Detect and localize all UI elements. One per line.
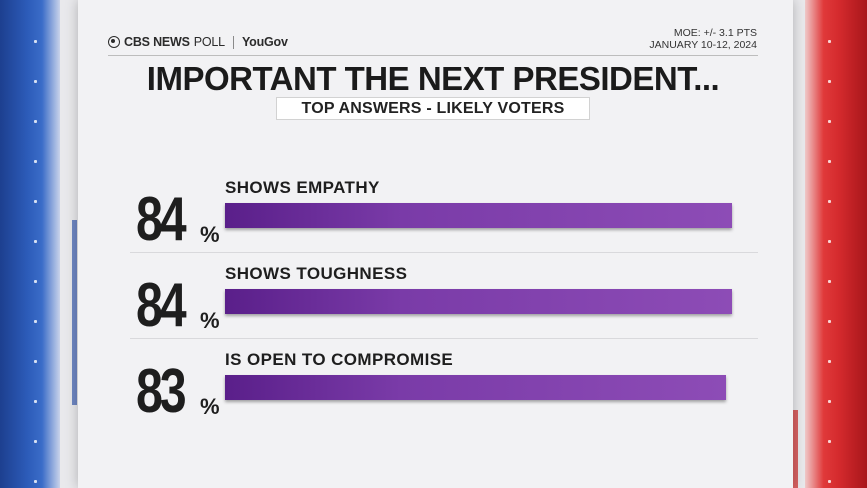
data-label-value: 84 <box>136 185 187 254</box>
rail-tick <box>828 320 831 323</box>
brand-divider <box>232 35 234 49</box>
rail-tick <box>34 360 37 363</box>
data-label-value: 83 <box>136 357 187 426</box>
rail-tick <box>828 80 831 83</box>
rail-tick <box>828 280 831 283</box>
right-red-side-panel <box>805 0 867 488</box>
data-label-value: 84 <box>136 271 187 340</box>
left-blue-side-panel <box>0 0 60 488</box>
rail-tick <box>34 440 37 443</box>
left-accent-strip <box>72 220 77 405</box>
rail-tick <box>34 80 37 83</box>
category-label: SHOWS TOUGHNESS <box>225 264 408 283</box>
cbs-eye-icon <box>108 36 120 48</box>
data-label: 83% <box>136 350 220 426</box>
rail-tick <box>34 240 37 243</box>
header-divider <box>108 55 758 56</box>
bar-row: 84% SHOWS TOUGHNESS <box>130 264 750 340</box>
brand-network: CBS NEWS <box>124 35 190 49</box>
bar <box>225 289 732 314</box>
rail-tick <box>828 160 831 163</box>
rail-tick <box>828 480 831 483</box>
rail-tick <box>34 320 37 323</box>
rail-tick <box>828 360 831 363</box>
rail-tick <box>34 200 37 203</box>
percent-sign: % <box>200 222 220 247</box>
bar-row: 84% SHOWS EMPATHY <box>130 178 750 254</box>
rail-tick <box>828 440 831 443</box>
row-separator <box>130 338 758 339</box>
left-rail-ticks <box>34 0 37 488</box>
margin-of-error: MOE: +/- 3.1 PTS <box>673 27 757 39</box>
graphic-panel <box>78 0 793 488</box>
rail-tick <box>34 400 37 403</box>
poll-dates: JANUARY 10-12, 2024 <box>649 39 757 51</box>
rail-tick <box>34 40 37 43</box>
rail-tick <box>828 200 831 203</box>
chart-title: IMPORTANT THE NEXT PRESIDENT... <box>146 60 720 97</box>
rail-tick <box>828 40 831 43</box>
right-accent-strip <box>793 410 798 488</box>
category-label: IS OPEN TO COMPROMISE <box>225 350 454 369</box>
bar <box>225 375 726 400</box>
rail-tick <box>34 120 37 123</box>
rail-tick <box>34 480 37 483</box>
row-separator <box>130 252 758 253</box>
percent-sign: % <box>200 394 220 419</box>
percent-sign: % <box>200 308 220 333</box>
rail-tick <box>828 400 831 403</box>
chart-subtitle: TOP ANSWERS - LIKELY VOTERS <box>276 97 590 120</box>
brand-partner: YouGov <box>241 35 288 49</box>
rail-tick <box>828 240 831 243</box>
category-label: SHOWS EMPATHY <box>225 178 380 197</box>
brand-lockup: CBS NEWS POLL YouGov <box>108 34 288 50</box>
data-label: 84% <box>136 178 220 254</box>
rail-tick <box>34 280 37 283</box>
bar <box>225 203 732 228</box>
rail-tick <box>828 120 831 123</box>
right-rail-ticks <box>828 0 831 488</box>
bar-row: 83% IS OPEN TO COMPROMISE <box>130 350 750 426</box>
poll-meta: MOE: +/- 3.1 PTS JANUARY 10-12, 2024 <box>649 27 757 51</box>
data-label: 84% <box>136 264 220 340</box>
rail-tick <box>34 160 37 163</box>
brand-poll: POLL <box>193 35 225 49</box>
